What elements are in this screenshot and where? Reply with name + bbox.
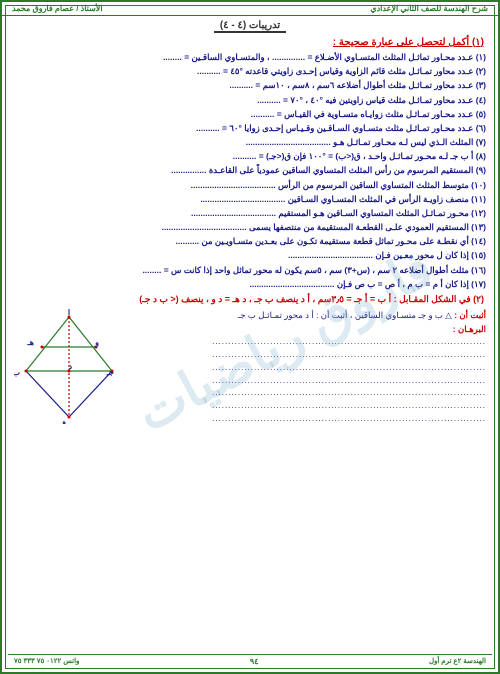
q-line: (١١) منصف زاويـة الرأس في المثلث المتسـا… (14, 193, 486, 206)
q-line: (١) عـدد محـاور تماثـل المثلث المتسـاوي … (14, 51, 486, 64)
pt-label: هـ (26, 338, 34, 347)
pt-label: د (68, 362, 72, 371)
q-line: (١٣) المستقيم العمودي علـى القطعـة المست… (14, 221, 486, 234)
q-line: (٣) عـدد محاور تمـاثـل مثلث أطوال أضلاعه… (14, 79, 486, 92)
q-line: (٥) عـدد محـاور تمـاثـل مثلث زوايـاه متس… (14, 108, 486, 121)
q-line: (٢) عـدد محاور تمـاثـل مثلث قائم الزاوية… (14, 65, 486, 78)
q-line: (١٤) أي نقطـة على محـور تماثل قطعة مستقي… (14, 235, 486, 248)
q-line: (١٠) متوسط المثلث المتساوي الساقين المرس… (14, 179, 486, 192)
q-line: (١٢) محـور تمـاثـل المثلث المتساوي السـا… (14, 207, 486, 220)
footer-right: الهندسة ٢ع ترم أول (429, 657, 486, 666)
q-line: (٧) المثلث الـذي ليس لـه محـاور تمـاثـل … (14, 136, 486, 149)
diagram-svg: أ ب جـ د هـ و و (14, 309, 124, 424)
q-line: (٩) المستقيم المرسوم من رأس المثلث المتس… (14, 164, 486, 177)
pt-label: و (94, 338, 99, 348)
questions-block: فاروق رياضيات (١) عـدد محـاور تماثـل الم… (2, 51, 498, 291)
geometry-diagram: أ ب جـ د هـ و و (14, 309, 124, 424)
q-line: (١٧) إذا كان أ م = ب م ، أ ص = ب ص فـإن … (14, 278, 486, 291)
q-line: (١٥) إذا كان ل محور معـين فـإن .........… (14, 249, 486, 262)
q-line: (١٦) مثلث أطوال أضلاعه ٢ سم ، (س+٣) سم ،… (14, 264, 486, 277)
footer-left: واتس ٠١٢٢ ٧٥ ٣٣٣ ٧٥ (14, 657, 79, 666)
q-line: (٤) عـدد محاور تمـاثـل مثلث قياس زاويتين… (14, 94, 486, 107)
pt-label: أ (68, 309, 70, 317)
q-line: (٨) أ ب جـ لـه محـور تمـاثـل واحـد ، ق(<… (14, 150, 486, 163)
page-footer: الهندسة ٢ع ترم أول ٩٤ واتس ٠١٢٢ ٧٥ ٣٣٣ ٧… (8, 654, 492, 668)
page-frame: شرح الهندسة للصف الثاني الإعدادي الأستاذ… (0, 0, 500, 674)
page-number: ٩٤ (250, 657, 259, 666)
pt-label: جـ (106, 368, 114, 377)
q-line: (٦) عـدد محـاور تمـاثـل مثلث متسـاوي الس… (14, 122, 486, 135)
pt-label: ب (14, 368, 20, 377)
pt-label: و (61, 417, 66, 424)
